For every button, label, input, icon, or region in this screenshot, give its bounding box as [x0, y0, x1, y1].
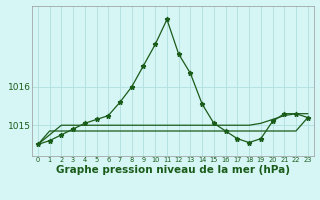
X-axis label: Graphe pression niveau de la mer (hPa): Graphe pression niveau de la mer (hPa)	[56, 165, 290, 175]
